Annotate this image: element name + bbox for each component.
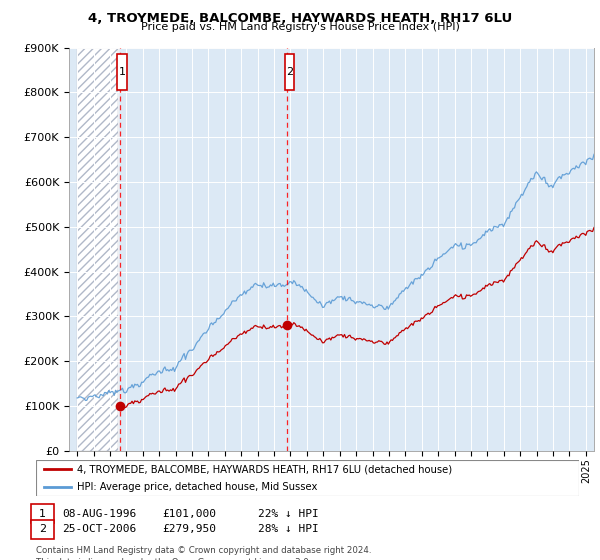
Text: Contains HM Land Registry data © Crown copyright and database right 2024.
This d: Contains HM Land Registry data © Crown c… (36, 546, 371, 560)
Text: £101,000: £101,000 (162, 508, 216, 519)
FancyBboxPatch shape (118, 54, 127, 90)
FancyBboxPatch shape (285, 54, 295, 90)
Text: 2: 2 (39, 524, 46, 534)
Text: 1: 1 (118, 67, 125, 77)
Text: 08-AUG-1996: 08-AUG-1996 (62, 508, 137, 519)
Text: 4, TROYMEDE, BALCOMBE, HAYWARDS HEATH, RH17 6LU (detached house): 4, TROYMEDE, BALCOMBE, HAYWARDS HEATH, R… (77, 464, 452, 474)
Text: 22% ↓ HPI: 22% ↓ HPI (258, 508, 319, 519)
Text: 1: 1 (39, 508, 46, 519)
Text: 28% ↓ HPI: 28% ↓ HPI (258, 524, 319, 534)
Text: 25-OCT-2006: 25-OCT-2006 (62, 524, 137, 534)
Text: 4, TROYMEDE, BALCOMBE, HAYWARDS HEATH, RH17 6LU: 4, TROYMEDE, BALCOMBE, HAYWARDS HEATH, R… (88, 12, 512, 25)
Text: Price paid vs. HM Land Registry's House Price Index (HPI): Price paid vs. HM Land Registry's House … (140, 22, 460, 32)
Text: HPI: Average price, detached house, Mid Sussex: HPI: Average price, detached house, Mid … (77, 482, 317, 492)
Text: 2: 2 (286, 67, 293, 77)
Text: £279,950: £279,950 (162, 524, 216, 534)
